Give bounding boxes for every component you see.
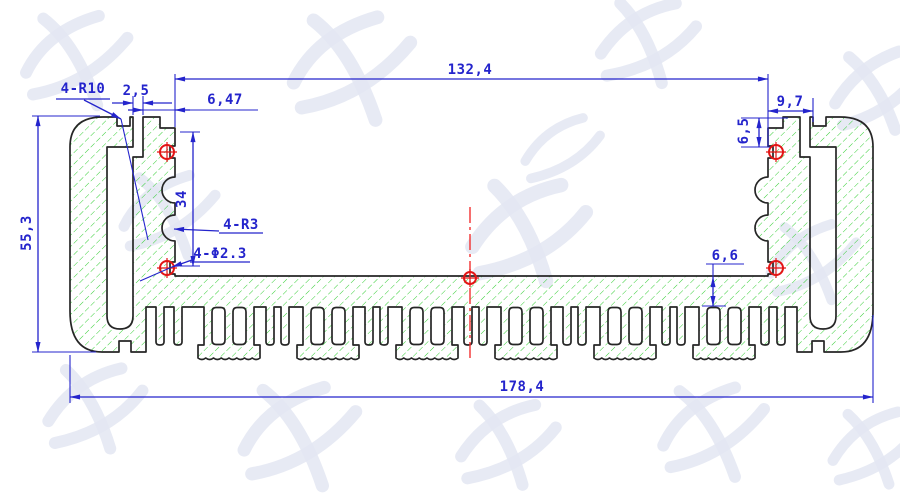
dim-right-step-height-label: 6,5 <box>736 118 752 145</box>
dim-right-slot-offset: 9,7 <box>767 94 814 114</box>
watermark-glyph <box>20 9 134 112</box>
dim-boss-spacing-label: 34 <box>174 190 190 208</box>
dim-overall-height: 55,3 <box>19 115 41 353</box>
screw-hole-marker <box>766 142 786 162</box>
watermark-glyph <box>465 177 594 289</box>
watermark-glyph <box>827 406 900 490</box>
watermark-glyph <box>520 113 605 184</box>
watermark-glyph <box>237 380 363 493</box>
dim-overall-height-label: 55,3 <box>19 215 35 251</box>
watermark-glyph <box>455 398 562 491</box>
dim-boss-spacing: 34 <box>174 131 196 267</box>
dim-slot-opening-label: 2,5 <box>123 83 150 99</box>
watermark-glyph <box>286 10 418 127</box>
dim-base-thickness-label: 6,6 <box>712 248 739 264</box>
screw-hole-marker <box>157 258 177 278</box>
dim-right-slot-offset-label: 9,7 <box>777 94 804 110</box>
leader-corner-radius-label: 4-R10 <box>61 81 106 97</box>
leader-groove-radius-label: 4-R3 <box>223 217 259 233</box>
center-hole-marker <box>461 269 479 287</box>
leader-groove-radius: 4-R3 <box>173 217 263 234</box>
screw-hole-marker <box>157 142 177 162</box>
dim-lip-offset: 6,47 <box>128 92 243 113</box>
dim-top-width-label: 132,4 <box>448 62 493 78</box>
leader-hole-spec-label: 4-Φ2.3 <box>193 246 247 262</box>
profile-layer <box>69 116 874 361</box>
screw-hole-marker <box>766 258 786 278</box>
dim-base-thickness: 6,6 <box>710 248 739 307</box>
leader-hole-spec: 4-Φ2.3 <box>139 246 250 282</box>
dim-slot-opening: 2,5 <box>112 83 172 106</box>
dim-right-step-height: 6,5 <box>736 117 762 148</box>
watermark-glyph <box>42 362 149 455</box>
dim-overall-width: 178,4 <box>69 379 874 400</box>
dimension-layer: 132,4 2,5 6,47 4-R10 55,3 34 <box>19 62 874 403</box>
watermark-glyph <box>594 0 703 90</box>
dim-top-width: 132,4 <box>174 62 769 82</box>
watermark-glyph <box>657 381 771 483</box>
dim-lip-offset-label: 6,47 <box>207 92 243 108</box>
dim-overall-width-label: 178,4 <box>500 379 545 395</box>
extrusion-profile-shape <box>69 116 874 361</box>
centerline-layer <box>157 142 786 360</box>
leader-corner-radius: 4-R10 <box>56 81 149 241</box>
